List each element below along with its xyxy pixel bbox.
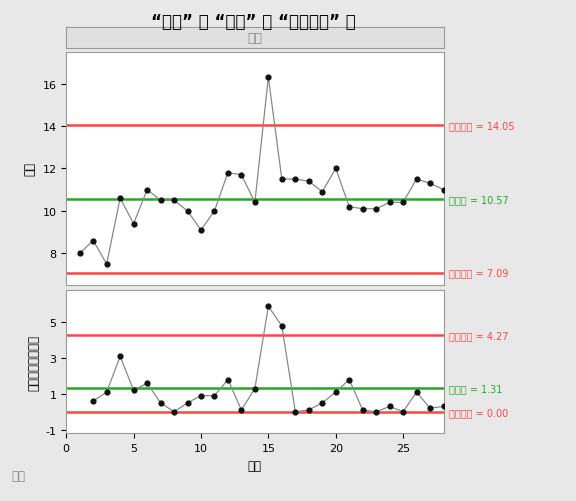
Point — [317, 399, 327, 407]
Point — [129, 387, 138, 395]
Point — [426, 404, 435, 412]
Text: 下控制限 = 0.00: 下控制限 = 0.00 — [449, 407, 509, 417]
Point — [223, 376, 233, 384]
Point — [89, 237, 98, 245]
Point — [358, 205, 367, 213]
Point — [237, 171, 246, 179]
Point — [372, 205, 381, 213]
Text: 标签: 标签 — [12, 469, 25, 482]
Point — [344, 203, 354, 211]
Point — [156, 197, 165, 205]
Point — [277, 176, 286, 184]
Point — [344, 376, 354, 384]
Y-axis label: 移动极差（酸性）: 移动极差（酸性） — [27, 334, 40, 390]
Point — [372, 408, 381, 416]
Y-axis label: 酸性: 酸性 — [24, 162, 37, 176]
Point — [439, 186, 448, 194]
Text: 上控制限 = 14.05: 上控制限 = 14.05 — [449, 121, 515, 131]
Point — [304, 406, 313, 414]
Point — [116, 353, 125, 361]
Text: 平均値 = 1.31: 平均値 = 1.31 — [449, 384, 502, 394]
Text: “酸性” 的 “单值” 和 “移动极差” 图: “酸性” 的 “单值” 和 “移动极差” 图 — [151, 13, 356, 31]
Point — [223, 169, 233, 177]
Point — [169, 408, 179, 416]
Point — [317, 188, 327, 196]
Point — [331, 388, 340, 396]
Point — [237, 406, 246, 414]
Point — [142, 186, 151, 194]
Point — [331, 165, 340, 173]
Point — [358, 406, 367, 414]
Text: 平均値 = 10.57: 平均値 = 10.57 — [449, 194, 509, 204]
Point — [385, 403, 394, 411]
Point — [210, 392, 219, 400]
X-axis label: 子组: 子组 — [248, 458, 262, 471]
Point — [142, 379, 151, 387]
Point — [196, 392, 206, 400]
Point — [439, 403, 448, 411]
Point — [291, 176, 300, 184]
Point — [169, 197, 179, 205]
Point — [116, 195, 125, 203]
Point — [210, 207, 219, 215]
Point — [183, 207, 192, 215]
Point — [264, 303, 273, 311]
Point — [102, 388, 111, 396]
Text: 上控制限 = 4.27: 上控制限 = 4.27 — [449, 331, 509, 341]
Point — [102, 261, 111, 269]
Text: 下控制限 = 7.09: 下控制限 = 7.09 — [449, 268, 509, 278]
Point — [412, 176, 421, 184]
Point — [264, 74, 273, 82]
Point — [385, 199, 394, 207]
Point — [250, 199, 259, 207]
Point — [250, 385, 259, 393]
Point — [277, 322, 286, 330]
Point — [75, 250, 84, 258]
Text: 阶段: 阶段 — [247, 32, 263, 45]
Point — [183, 399, 192, 407]
Point — [129, 220, 138, 228]
Point — [291, 408, 300, 416]
Point — [156, 399, 165, 407]
Point — [412, 388, 421, 396]
Point — [399, 199, 408, 207]
Point — [89, 397, 98, 405]
Point — [426, 180, 435, 188]
Point — [196, 226, 206, 234]
Point — [304, 178, 313, 186]
Point — [399, 408, 408, 416]
